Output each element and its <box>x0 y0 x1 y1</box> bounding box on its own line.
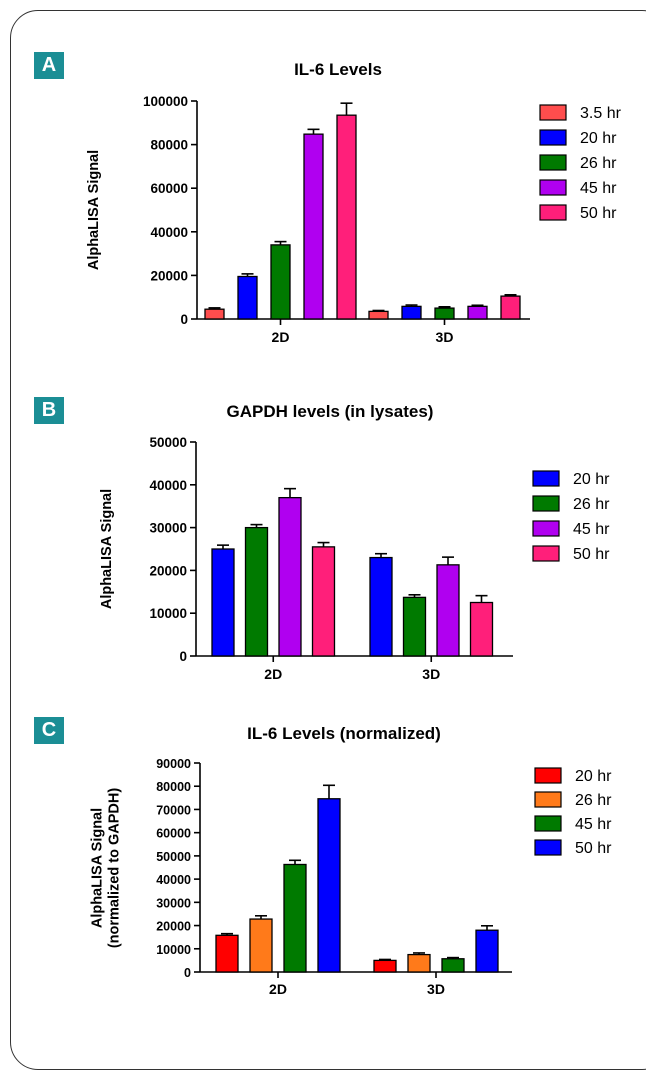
legend-swatch <box>539 204 567 221</box>
y-tick-label: 20000 <box>156 920 191 934</box>
y-tick-label: 20000 <box>150 268 188 283</box>
chart-il6-normalized: IL-6 Levels (normalized) 0 10000 20000 30000… <box>90 724 613 997</box>
y-tick-label: 50000 <box>156 850 191 864</box>
legend-swatch <box>539 129 567 146</box>
legend-swatch <box>534 767 562 784</box>
legend-label: 45 hr <box>575 816 612 833</box>
y-tick-label: 10000 <box>156 943 191 957</box>
y-tick-label: 40000 <box>150 225 188 240</box>
bar <box>283 863 307 973</box>
legend-label: 50 hr <box>575 840 612 857</box>
legend-swatch <box>534 791 562 808</box>
legend-swatch <box>532 470 560 487</box>
bar <box>215 934 239 973</box>
y-tick-label: 0 <box>180 312 188 327</box>
y-tick-label: 40000 <box>149 478 187 493</box>
legend-swatch <box>534 815 562 832</box>
legend-swatch <box>539 154 567 171</box>
y-tick-label: 30000 <box>149 521 187 536</box>
y-tick-label: 80000 <box>156 780 191 794</box>
y-tick-label: 100000 <box>143 94 188 109</box>
chart-il6-levels: IL-6 Levels 0 20000 40000 60000 80000 100000 Al… <box>86 60 622 345</box>
legend-swatch <box>532 495 560 512</box>
y-axis-label: AlphaLISA Signal <box>99 489 115 609</box>
legend-swatch <box>539 179 567 196</box>
y-tick-label: 20000 <box>149 563 187 578</box>
y-tick-label: 60000 <box>150 181 188 196</box>
x-tick-label: 2D <box>264 666 282 682</box>
legend-swatch <box>532 520 560 537</box>
y-axis-label: AlphaLISA Signal <box>90 808 106 928</box>
bar <box>373 959 397 973</box>
y-tick-label: 30000 <box>156 896 191 910</box>
chart-title: GAPDH levels (in lysates) <box>227 402 434 421</box>
y-tick-label: 60000 <box>156 827 191 841</box>
chart-title: IL-6 Levels (normalized) <box>247 724 441 743</box>
bar <box>441 958 465 973</box>
y-tick-label: 0 <box>179 649 187 664</box>
legend-label: 20 hr <box>580 130 617 147</box>
legend-label: 26 hr <box>575 792 612 809</box>
legend-label: 45 hr <box>580 180 617 197</box>
legend-label: 26 hr <box>573 496 610 513</box>
x-tick-label: 3D <box>422 666 440 682</box>
chart-title: IL-6 Levels <box>294 60 382 79</box>
legend-label: 20 hr <box>573 471 610 488</box>
panel-label-a: A <box>34 52 64 79</box>
bar <box>407 953 431 973</box>
chart-gapdh-levels: GAPDH levels (in lysates) 0 10000 20000 3000… <box>99 402 610 682</box>
bar <box>475 929 499 973</box>
bar <box>317 798 341 973</box>
legend-label: 50 hr <box>573 546 610 563</box>
y-tick-label: 10000 <box>149 606 187 621</box>
y-axis-label: AlphaLISA Signal <box>86 150 102 270</box>
legend-label: 3.5 hr <box>580 105 622 122</box>
legend-swatch <box>532 545 560 562</box>
y-tick-label: 80000 <box>150 138 188 153</box>
panel-label-b: B <box>34 397 64 424</box>
bar <box>249 918 273 973</box>
y-tick-label: 90000 <box>156 757 191 771</box>
x-tick-label: 2D <box>269 981 287 997</box>
x-tick-label: 2D <box>272 329 290 345</box>
legend-label: 20 hr <box>575 768 612 785</box>
y-tick-label: 40000 <box>156 873 191 887</box>
y-tick-label: 70000 <box>156 803 191 817</box>
legend-label: 45 hr <box>573 521 610 538</box>
y-tick-label: 50000 <box>149 435 187 450</box>
legend-label: 50 hr <box>580 205 617 222</box>
x-tick-label: 3D <box>427 981 445 997</box>
legend-swatch <box>534 839 562 856</box>
y-axis-label: (normalized to GAPDH) <box>107 788 123 948</box>
y-tick-label: 0 <box>184 966 191 980</box>
x-tick-label: 3D <box>436 329 454 345</box>
panel-label-c: C <box>34 717 64 744</box>
legend-swatch <box>539 104 567 121</box>
legend-label: 26 hr <box>580 155 617 172</box>
